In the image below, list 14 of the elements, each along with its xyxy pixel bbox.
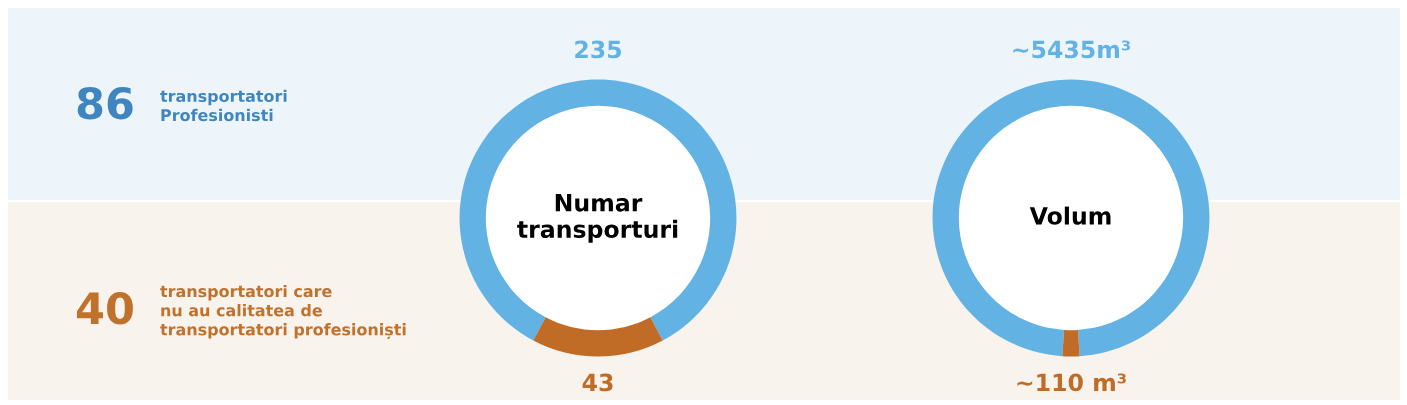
data-label: 235 [575,40,621,59]
donut-slice [533,317,663,357]
data-label: ~110 m³ [1017,373,1126,392]
text: Numar transporturi [517,194,678,243]
data-label: ~5435m³ [1013,40,1130,59]
text: transportatori care nu au calitatea de transportatori profesioniști [160,284,406,340]
donut-slice [459,79,737,341]
text: 86 [77,86,133,120]
donut-slice [1062,329,1080,357]
text: 40 [76,291,133,325]
text: Volum [1029,206,1111,225]
donut-slice [932,79,1210,357]
text: transportatori Profesionisti [160,89,287,122]
data-label: 43 [582,373,613,392]
